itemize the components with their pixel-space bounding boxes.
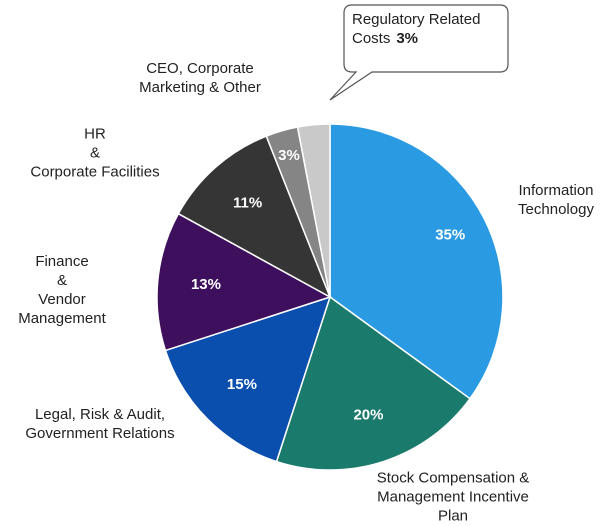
pie-slice (275, 295, 472, 471)
pie-slice (156, 212, 332, 352)
pie-slice (164, 295, 332, 463)
value-label: 15% (227, 376, 257, 393)
category-label: Regulatory Related Costs (352, 11, 481, 47)
callout-label: Regulatory Related Costs 3% (352, 10, 480, 48)
value-label: 20% (353, 406, 383, 423)
category-label: Stock Compensation & Management Incentiv… (376, 469, 530, 525)
value-label: 13% (191, 276, 221, 293)
value-label: 3% (278, 147, 300, 164)
category-label: CEO, Corporate Marketing & Other (139, 60, 261, 96)
pie-slice (296, 123, 331, 298)
category-label: Legal, Risk & Audit, Government Relation… (25, 406, 175, 442)
pie-slice (177, 135, 332, 299)
category-label: Finance & Vendor Management (18, 253, 106, 327)
category-label: Information Technology (518, 182, 594, 218)
value-label: 35% (435, 227, 465, 244)
pie-slice (329, 123, 504, 400)
callout-box (329, 4, 509, 101)
value-label: 3% (396, 30, 419, 47)
value-label: 11% (233, 195, 262, 212)
category-label: HR & Corporate Facilities (30, 125, 160, 181)
